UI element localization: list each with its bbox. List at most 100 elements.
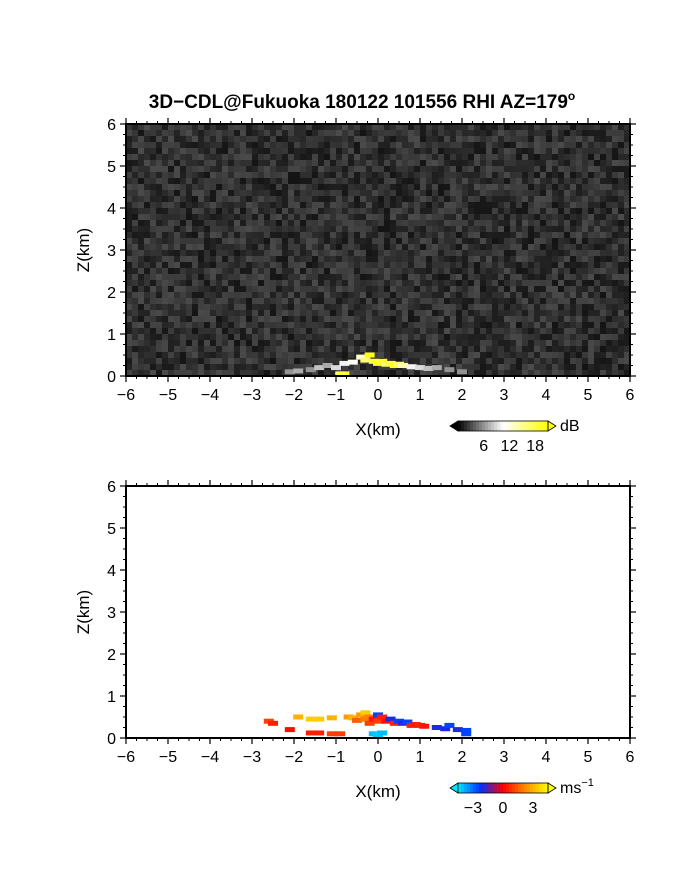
figure-title: 3D−CDL@Fukuoka 180122 101556 RHI AZ=179o — [149, 89, 576, 113]
colorbar-swatch — [497, 783, 501, 793]
colorbar-tick-label: −3 — [464, 800, 482, 817]
colorbar-swatch — [482, 783, 486, 793]
reflectivity-cell — [406, 364, 417, 370]
colorbar-swatch — [479, 421, 483, 431]
y-tick-label: 2 — [107, 285, 116, 302]
reflectivity-cell — [431, 365, 442, 371]
velocity-cell — [419, 723, 430, 729]
colorbar-under-arrow — [449, 420, 459, 432]
colorbar-swatch — [470, 421, 474, 431]
colorbar-swatch — [476, 421, 480, 431]
colorbar-swatch — [473, 421, 477, 431]
colorbar-swatch — [536, 421, 540, 431]
colorbar-swatch — [470, 783, 474, 793]
colorbar-swatch — [491, 783, 495, 793]
colorbar-frame — [457, 782, 549, 794]
colorbar-swatch — [473, 783, 477, 793]
colorbar-swatch — [464, 421, 468, 431]
x-tick-label: 4 — [542, 387, 551, 404]
y-axis-label: Z(km) — [74, 228, 93, 272]
reflectivity-cell — [377, 358, 388, 364]
colorbar-swatch — [485, 421, 489, 431]
colorbar-swatch — [467, 783, 471, 793]
x-tick-label: 5 — [584, 749, 593, 766]
velocity-cell — [377, 730, 388, 736]
colorbar-swatch — [476, 783, 480, 793]
reflectivity-cell — [398, 363, 409, 368]
colorbar-swatch — [542, 421, 546, 431]
x-tick-label: −2 — [285, 387, 303, 404]
doppler-velocity-panel: −6 −5 −4 −3 −2 −1 0 1 2 3 4 5 6 0 1 2 3 4 5 6 X(km) Z(km) −… — [74, 479, 636, 817]
colorbar-swatch — [494, 421, 498, 431]
reflectivity-cell — [356, 354, 367, 360]
colorbar-unit: ms−1 — [560, 777, 594, 797]
velocity-cell — [347, 715, 358, 721]
y-tick-label: 0 — [107, 369, 116, 386]
velocity-cell — [268, 720, 278, 726]
colorbar-swatch — [545, 783, 549, 793]
velocity-marks — [263, 710, 472, 738]
velocity-cell — [305, 716, 316, 722]
x-tick-label: −2 — [285, 749, 303, 766]
reflectivity-cell — [335, 371, 346, 377]
colorbar-swatch — [542, 783, 546, 793]
x-tick-label: 6 — [626, 749, 635, 766]
reflectivity-cell — [284, 369, 295, 375]
colorbar-swatch — [488, 421, 492, 431]
colorbar-swatch — [515, 783, 519, 793]
reflectivity-cell — [364, 352, 375, 358]
colorbar-swatch — [518, 421, 522, 431]
colorbar-swatch — [500, 783, 504, 793]
colorbar-swatch — [506, 783, 510, 793]
colorbar-swatch — [485, 783, 489, 793]
velocity-cell — [452, 727, 463, 733]
colorbar-reflectivity: 6 12 18 dB — [449, 418, 580, 455]
velocity-cell — [373, 718, 383, 724]
x-tick-label: 1 — [416, 387, 425, 404]
colorbar-swatch — [512, 421, 516, 431]
colorbar-swatch — [524, 783, 528, 793]
y-tick-label: 3 — [107, 243, 116, 260]
y-tick-label: 1 — [107, 689, 116, 706]
x-tick-label: −1 — [327, 749, 345, 766]
velocity-cell — [461, 731, 472, 737]
velocity-cell — [352, 717, 362, 723]
y-tick-label: 5 — [107, 159, 116, 176]
y-axis-label: Z(km) — [74, 590, 93, 634]
colorbar-over-arrow — [547, 782, 557, 794]
colorbar-swatch — [509, 783, 513, 793]
velocity-cell — [293, 714, 304, 720]
colorbar-swatch — [461, 783, 465, 793]
colorbar-tick-label: 18 — [526, 438, 544, 455]
reflectivity-cell — [293, 368, 304, 374]
velocity-cell — [385, 716, 396, 722]
colorbar-swatch — [521, 783, 525, 793]
x-axis-label: X(km) — [355, 782, 400, 801]
colorbar-swatch — [503, 421, 507, 431]
colorbar-over-arrow — [547, 420, 557, 432]
y-tick-label: 6 — [107, 117, 116, 134]
colorbar-swatch — [503, 783, 507, 793]
colorbar-swatch — [539, 421, 543, 431]
x-tick-label: 6 — [626, 387, 635, 404]
velocity-cell — [326, 731, 337, 737]
reflectivity-cell — [444, 367, 455, 373]
colorbar-swatch — [533, 783, 537, 793]
colorbar-swatch — [458, 421, 462, 431]
x-tick-label: −3 — [243, 749, 261, 766]
colorbar-swatch — [479, 783, 483, 793]
colorbar-tick-label: 3 — [529, 800, 538, 817]
reflectivity-cell — [322, 363, 333, 368]
colorbar-tick-label: 12 — [501, 438, 519, 455]
x-tick-label: 2 — [458, 749, 467, 766]
colorbar-swatch — [524, 421, 528, 431]
colorbar-swatch — [536, 783, 540, 793]
y-tick-label: 5 — [107, 521, 116, 538]
reflectivity-cell — [423, 365, 434, 371]
colorbar-swatch — [467, 421, 471, 431]
colorbar-swatch — [521, 421, 525, 431]
y-tick-label: 4 — [107, 563, 116, 580]
y-tick-label: 3 — [107, 605, 116, 622]
